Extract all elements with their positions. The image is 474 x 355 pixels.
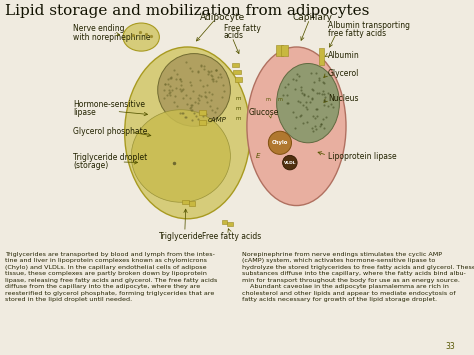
Text: Glycerol: Glycerol — [328, 69, 359, 78]
FancyBboxPatch shape — [319, 48, 324, 65]
Text: VLDL: VLDL — [283, 160, 296, 165]
Text: Free fatty acids: Free fatty acids — [202, 233, 262, 241]
Text: m: m — [277, 97, 283, 102]
Text: lipase: lipase — [73, 108, 96, 117]
Text: Chylo: Chylo — [272, 140, 288, 145]
Text: acids: acids — [224, 31, 244, 40]
Text: m: m — [266, 97, 271, 102]
Text: Albumin transporting: Albumin transporting — [328, 21, 410, 30]
Text: E: E — [256, 153, 261, 159]
Text: Glycerol phosphate: Glycerol phosphate — [73, 127, 148, 136]
FancyBboxPatch shape — [199, 110, 206, 115]
Ellipse shape — [277, 64, 339, 143]
Text: Triglycerides are transported by blood and lymph from the intes-
tine and liver : Triglycerides are transported by blood a… — [5, 252, 217, 302]
FancyBboxPatch shape — [235, 77, 242, 82]
Text: m: m — [236, 105, 241, 111]
FancyBboxPatch shape — [182, 200, 189, 204]
FancyBboxPatch shape — [228, 222, 233, 226]
Text: Capillary: Capillary — [293, 13, 333, 22]
Ellipse shape — [125, 47, 250, 219]
Text: Triglyceride droplet: Triglyceride droplet — [73, 153, 148, 162]
Text: free fatty acids: free fatty acids — [328, 29, 386, 38]
Text: (storage): (storage) — [73, 161, 109, 170]
Text: Lipoprotein lipase: Lipoprotein lipase — [328, 152, 396, 160]
FancyBboxPatch shape — [222, 220, 228, 224]
Text: 33: 33 — [445, 343, 455, 351]
Text: Albumin: Albumin — [328, 51, 360, 60]
Text: with norepinephrine: with norepinephrine — [73, 33, 151, 42]
Ellipse shape — [131, 110, 230, 202]
Text: Glucose: Glucose — [248, 108, 279, 117]
FancyBboxPatch shape — [281, 45, 288, 56]
Text: Norepinephrine from nerve endings stimulates the cyclic AMP
(cAMP) system, which: Norepinephrine from nerve endings stimul… — [242, 252, 474, 302]
Ellipse shape — [247, 47, 346, 206]
Text: Hormone-sensitive: Hormone-sensitive — [73, 100, 146, 109]
FancyBboxPatch shape — [276, 45, 283, 56]
FancyBboxPatch shape — [233, 70, 241, 75]
Text: cAMP: cAMP — [207, 117, 226, 123]
Text: Adipocyte: Adipocyte — [200, 13, 245, 22]
Circle shape — [283, 155, 297, 170]
Text: m: m — [236, 96, 241, 101]
Circle shape — [268, 131, 292, 154]
FancyBboxPatch shape — [189, 201, 195, 206]
Ellipse shape — [123, 23, 159, 51]
Text: Nerve ending: Nerve ending — [73, 24, 125, 33]
FancyBboxPatch shape — [199, 120, 206, 125]
Ellipse shape — [158, 54, 230, 126]
Text: Lipid storage and mobilization from adipocytes: Lipid storage and mobilization from adip… — [5, 4, 369, 17]
FancyBboxPatch shape — [232, 62, 239, 67]
Text: Nucleus: Nucleus — [328, 94, 358, 103]
Text: m: m — [236, 115, 241, 120]
Text: Triglyceride: Triglyceride — [159, 233, 203, 241]
Text: Free fatty: Free fatty — [224, 24, 261, 33]
